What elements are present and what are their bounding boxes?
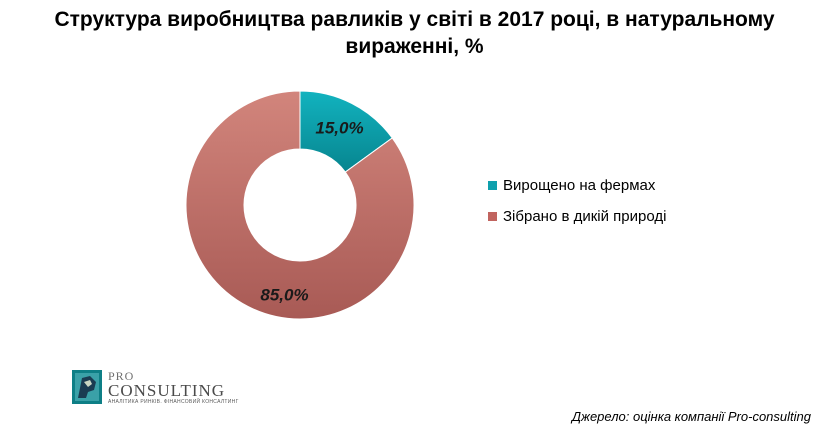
- legend-label-farms: Вирощено на фермах: [503, 177, 656, 194]
- logo-emblem-icon: [72, 370, 102, 404]
- pro-consulting-logo: PRO CONSULTING АНАЛІТИКА РИНКІВ. ФІНАНСО…: [72, 369, 239, 405]
- logo-tagline: АНАЛІТИКА РИНКІВ. ФІНАНСОВИЙ КОНСАЛТИНГ: [108, 398, 239, 405]
- legend-swatch-wild: [488, 212, 497, 221]
- donut-slice-wild: [185, 90, 415, 320]
- data-label-wild: 85,0%: [260, 286, 308, 305]
- legend-item-wild: Зібрано в дикій природі: [488, 201, 666, 232]
- logo-pro-text: PRO: [108, 368, 135, 383]
- legend-item-farms: Вирощено на фермах: [488, 170, 666, 201]
- legend-swatch-farms: [488, 181, 497, 190]
- chart-title: Структура виробництва равликів у світі в…: [54, 8, 775, 58]
- chart-legend: Вирощено на фермах Зібрано в дикій приро…: [488, 170, 666, 232]
- source-note: Джерело: оцінка компанії Pro-consulting: [571, 409, 811, 424]
- data-label-farms: 15,0%: [315, 118, 363, 137]
- legend-label-wild: Зібрано в дикій природі: [503, 208, 667, 225]
- logo-consulting-text: CONSULTING: [108, 380, 226, 400]
